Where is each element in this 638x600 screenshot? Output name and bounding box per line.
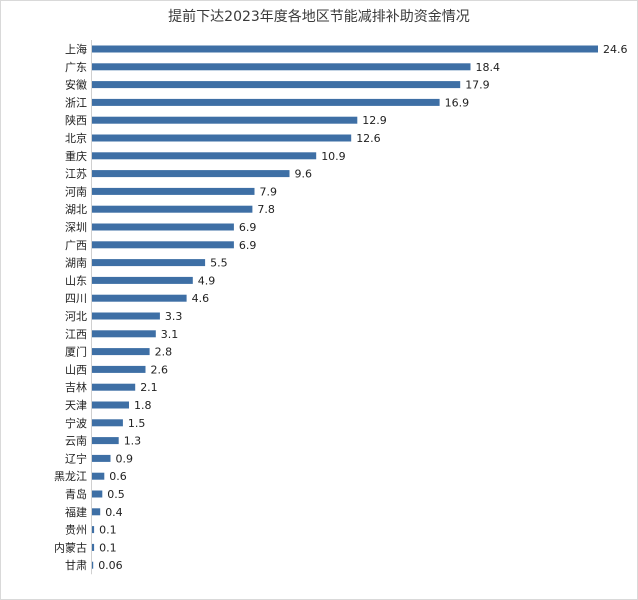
category-label-12: 湖南 [65, 257, 87, 270]
category-label-26: 福建 [65, 505, 87, 519]
chart-title: 提前下达2023年度各地区节能减排补助资金情况 [168, 9, 470, 25]
bar-23 [92, 454, 111, 462]
value-label-11: 6.9 [239, 239, 257, 252]
bar-10 [92, 223, 234, 231]
category-label-17: 厦门 [65, 345, 87, 359]
value-label-3: 16.9 [445, 96, 470, 109]
category-label-16: 江西 [65, 328, 87, 341]
bar-16 [92, 330, 156, 338]
bar-21 [92, 419, 123, 427]
value-label-16: 3.1 [161, 328, 179, 341]
bar-7 [92, 170, 290, 178]
category-label-28: 内蒙古 [54, 540, 87, 554]
bar-4 [92, 116, 358, 124]
category-label-0: 上海 [65, 42, 87, 56]
category-label-13: 山东 [65, 274, 87, 287]
category-label-23: 辽宁 [65, 451, 87, 465]
bar-12 [92, 259, 206, 267]
bar-13 [92, 276, 193, 284]
bar-27 [92, 526, 95, 534]
value-label-18: 2.6 [151, 363, 169, 376]
value-label-6: 10.9 [321, 150, 346, 163]
category-label-14: 四川 [65, 292, 87, 305]
value-label-4: 12.9 [362, 114, 387, 127]
value-label-15: 3.3 [165, 310, 183, 323]
category-label-19: 吉林 [65, 380, 87, 394]
category-label-8: 河南 [65, 185, 87, 198]
value-label-14: 4.6 [192, 292, 210, 305]
value-label-26: 0.4 [105, 506, 123, 519]
category-label-24: 黑龙江 [54, 470, 87, 483]
category-label-15: 河北 [65, 310, 87, 323]
value-label-27: 0.1 [99, 524, 117, 537]
bar-3 [92, 98, 440, 106]
category-label-18: 山西 [65, 363, 87, 376]
category-label-2: 安徽 [65, 78, 87, 92]
bar-18 [92, 365, 146, 373]
value-label-9: 7.8 [257, 203, 275, 216]
category-label-9: 湖北 [65, 203, 87, 216]
bar-9 [92, 205, 253, 213]
bar-29 [92, 561, 94, 569]
category-label-3: 浙江 [65, 96, 87, 109]
bar-5 [92, 134, 352, 142]
bar-0 [92, 45, 598, 53]
category-label-4: 陕西 [65, 113, 87, 127]
value-label-13: 4.9 [198, 274, 216, 287]
value-label-21: 1.5 [128, 417, 145, 430]
value-label-7: 9.6 [295, 168, 313, 181]
category-label-5: 北京 [65, 131, 87, 145]
value-label-29: 0.06 [98, 559, 123, 572]
bar-20 [92, 401, 129, 409]
value-label-17: 2.8 [155, 346, 173, 359]
bar-8 [92, 187, 255, 195]
value-label-25: 0.5 [107, 488, 125, 501]
bar-19 [92, 383, 136, 391]
bar-6 [92, 152, 317, 160]
value-label-5: 12.6 [356, 132, 381, 145]
category-label-11: 广西 [65, 239, 87, 252]
category-label-1: 广东 [65, 61, 87, 74]
value-label-12: 5.5 [210, 257, 228, 270]
category-label-27: 贵州 [65, 524, 87, 537]
value-label-20: 1.8 [134, 399, 152, 412]
value-label-28: 0.1 [99, 541, 117, 554]
value-label-2: 17.9 [465, 79, 490, 92]
value-label-0: 24.6 [603, 43, 628, 56]
bar-14 [92, 294, 187, 302]
category-label-22: 云南 [65, 435, 87, 448]
category-label-6: 重庆 [65, 149, 87, 163]
bar-26 [92, 508, 101, 516]
category-label-21: 宁波 [65, 416, 87, 430]
bar-28 [92, 543, 95, 551]
bar-15 [92, 312, 160, 320]
category-label-10: 深圳 [65, 221, 87, 234]
value-label-1: 18.4 [476, 61, 501, 74]
value-label-24: 0.6 [109, 470, 127, 483]
category-label-29: 甘肃 [65, 559, 87, 572]
category-label-20: 天津 [65, 399, 87, 412]
value-label-10: 6.9 [239, 221, 257, 234]
bar-11 [92, 241, 234, 249]
category-label-7: 江苏 [65, 168, 87, 181]
value-label-8: 7.9 [260, 185, 278, 198]
value-label-19: 2.1 [140, 381, 158, 394]
bar-1 [92, 63, 471, 71]
bar-17 [92, 348, 150, 356]
bar-25 [92, 490, 103, 498]
value-label-23: 0.9 [116, 452, 134, 465]
value-label-22: 1.3 [124, 435, 142, 448]
bar-22 [92, 437, 119, 445]
bar-24 [92, 472, 105, 480]
bar-2 [92, 81, 461, 89]
category-label-25: 青岛 [65, 487, 87, 501]
